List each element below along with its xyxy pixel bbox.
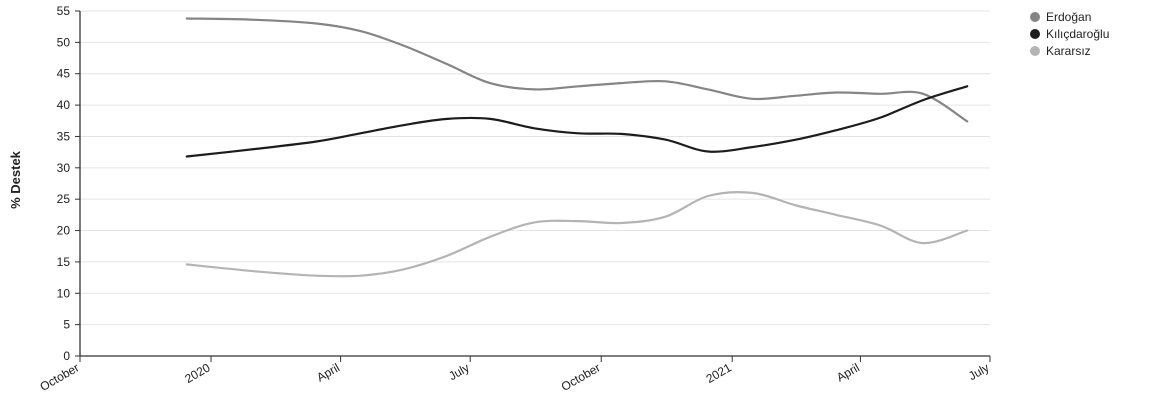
x-tick-label: 2021 — [704, 360, 734, 386]
x-tick-label: July — [966, 360, 991, 383]
y-tick-label: 25 — [57, 192, 71, 206]
y-axis-label: % Destek — [8, 150, 23, 209]
x-tick-label: October — [38, 360, 82, 393]
y-tick-label: 10 — [57, 286, 71, 300]
legend-label: Erdoğan — [1046, 10, 1091, 24]
y-tick-label: 40 — [57, 98, 71, 112]
series-line-karars-z — [187, 192, 967, 276]
y-tick-label: 15 — [57, 255, 71, 269]
y-tick-label: 55 — [57, 4, 71, 18]
legend-label: Kılıçdaroğlu — [1046, 27, 1109, 41]
y-tick-label: 45 — [57, 67, 71, 81]
x-tick-label: April — [834, 360, 862, 384]
legend-item: Erdoğan — [1030, 8, 1109, 25]
legend-label: Kararsız — [1046, 44, 1091, 58]
legend-swatch — [1030, 29, 1040, 39]
y-tick-label: 35 — [57, 129, 71, 143]
series-line-erdo-an — [187, 19, 967, 122]
y-tick-label: 5 — [63, 318, 70, 332]
x-tick-label: July — [446, 360, 471, 383]
legend-swatch — [1030, 12, 1040, 22]
x-tick-label: October — [559, 360, 603, 393]
x-tick-label: 2020 — [182, 360, 212, 386]
legend-item: Kararsız — [1030, 42, 1109, 59]
gridlines — [80, 11, 990, 325]
y-tick-label: 0 — [63, 349, 70, 363]
legend-swatch — [1030, 46, 1040, 56]
series-lines — [187, 19, 967, 277]
y-tick-label: 30 — [57, 161, 71, 175]
y-tick-label: 50 — [57, 35, 71, 49]
series-line-k-l-daro-lu — [187, 86, 967, 156]
legend: Erdoğan Kılıçdaroğlu Kararsız — [1030, 8, 1109, 59]
legend-item: Kılıçdaroğlu — [1030, 25, 1109, 42]
x-tick-label: April — [314, 360, 342, 384]
y-tick-label: 20 — [57, 224, 71, 238]
